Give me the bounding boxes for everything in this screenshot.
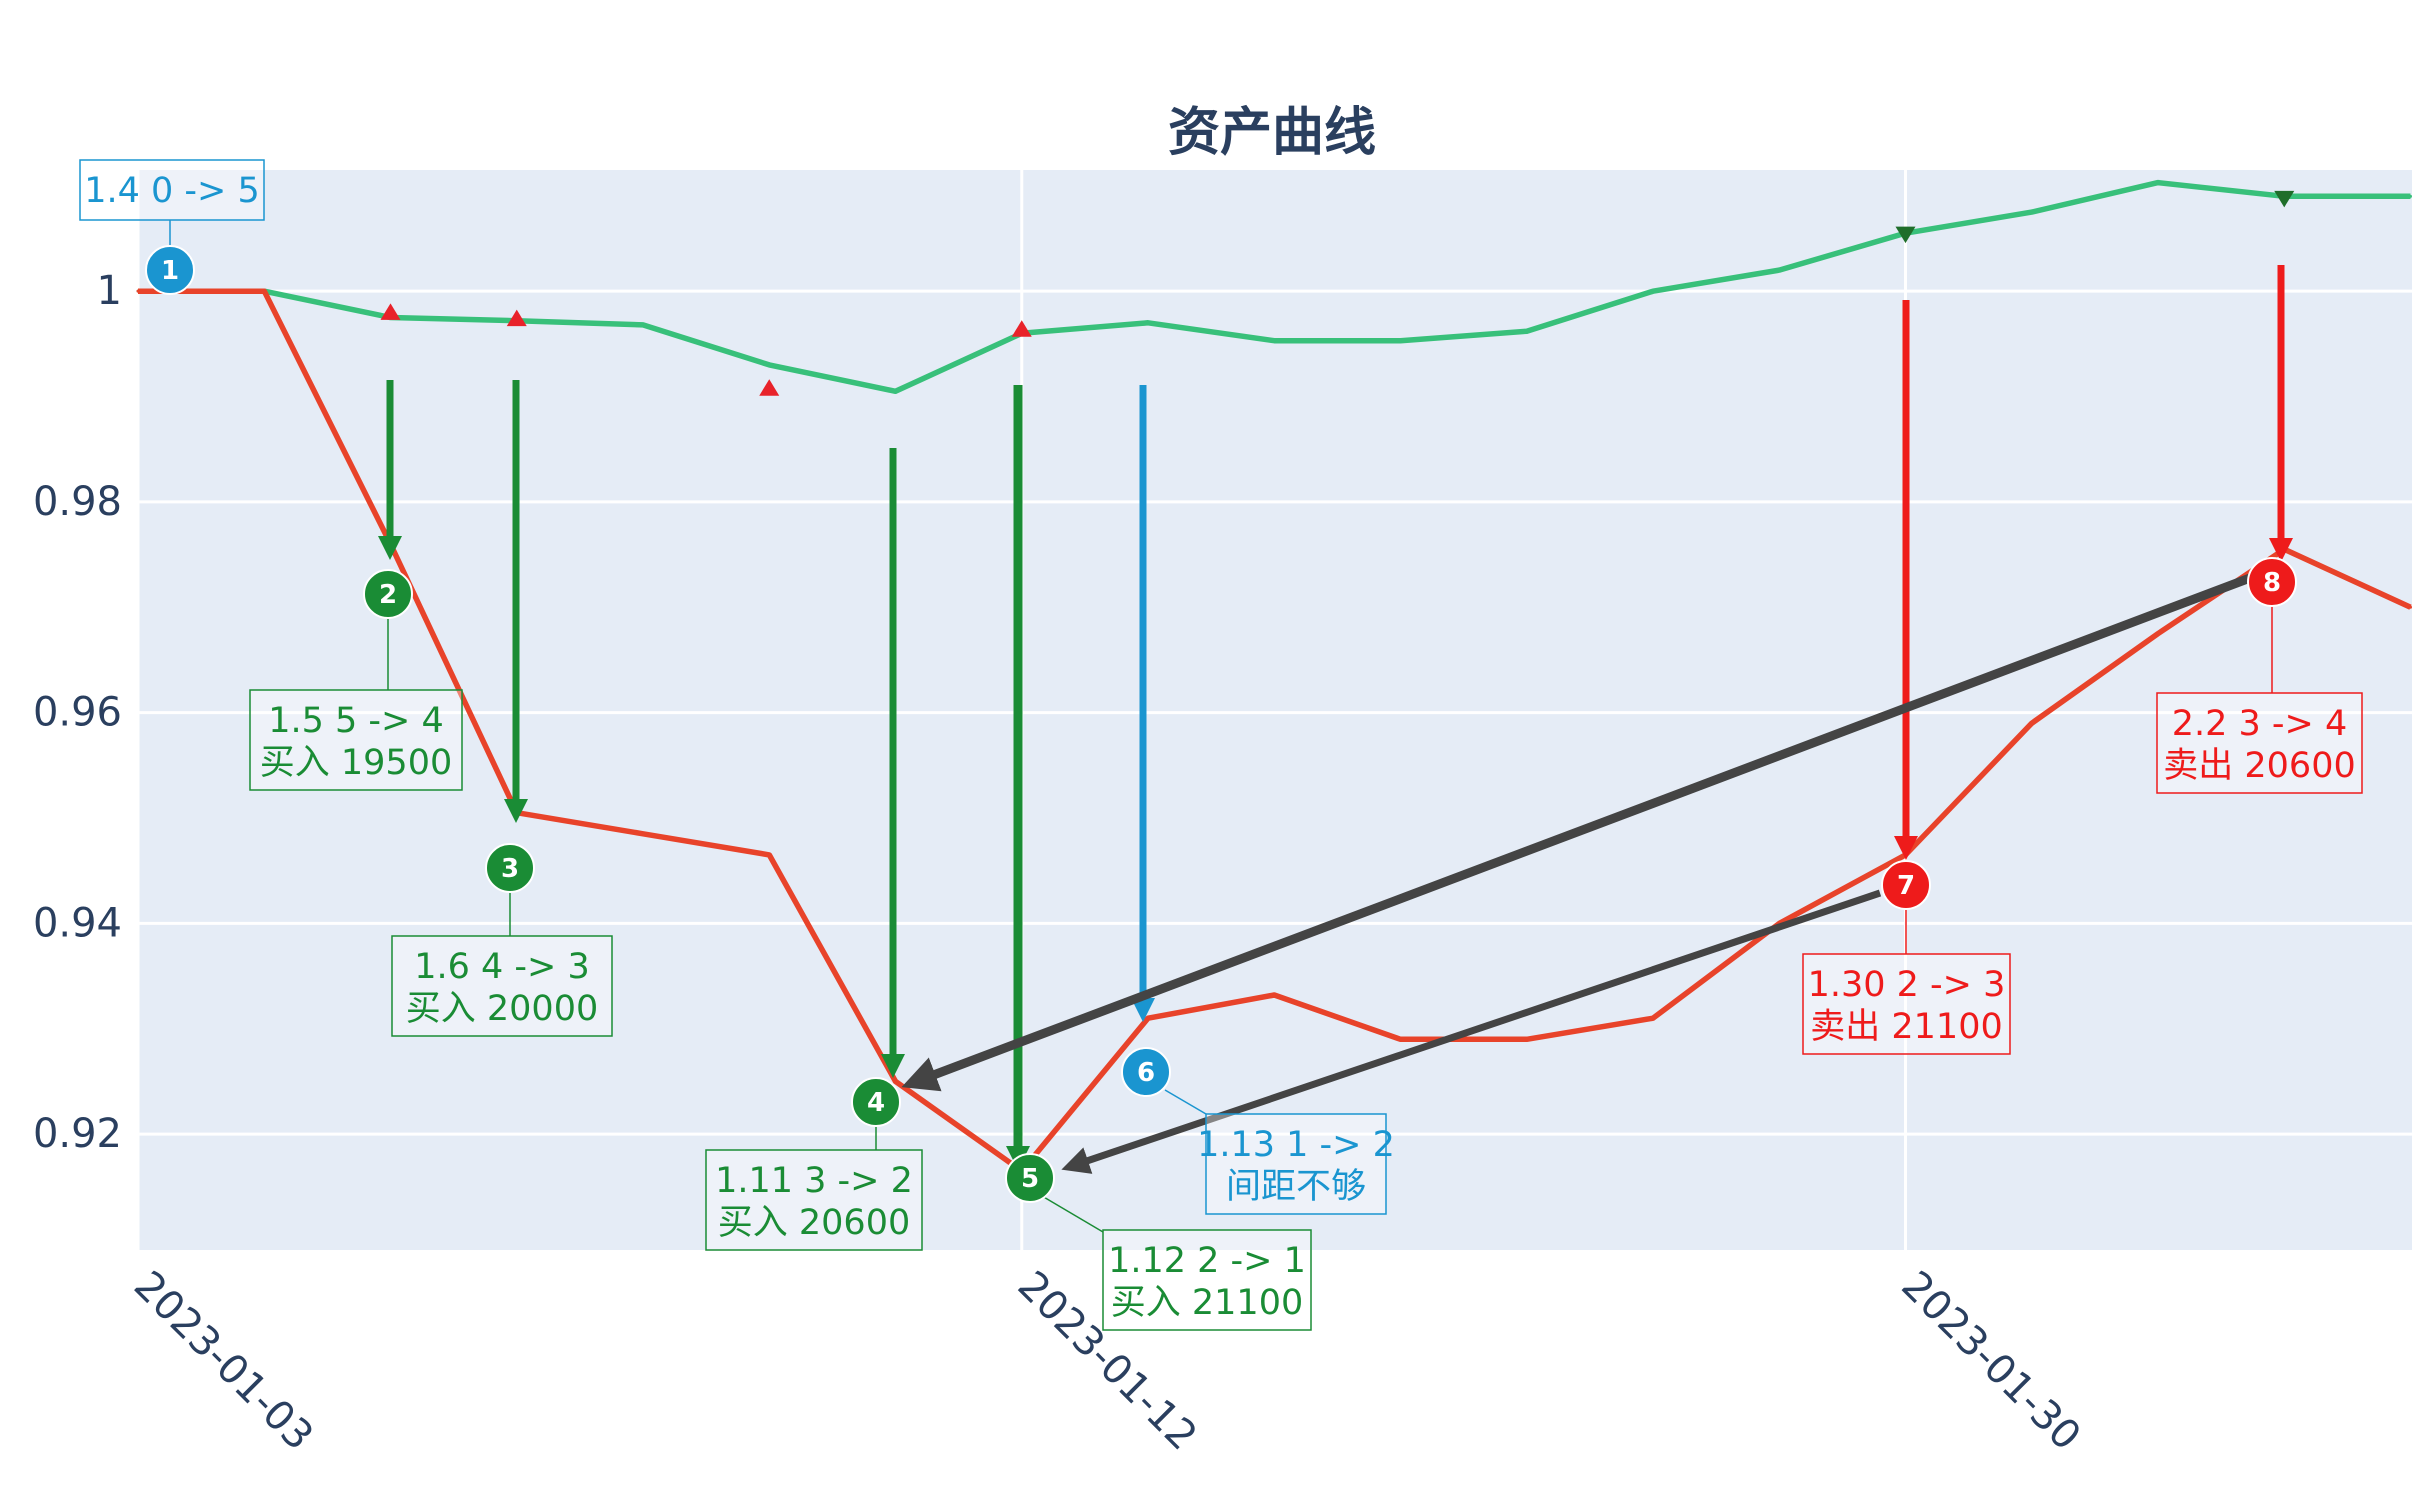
y-tick-label: 0.98 (33, 479, 122, 525)
data-point (894, 1079, 897, 1083)
annotation-number: 5 (1021, 1164, 1039, 1194)
annotation-text: 1.6 4 -> 3 (414, 947, 590, 987)
annotation-down-arrow (504, 380, 528, 823)
annotation-bubble (363, 569, 413, 619)
data-point (1272, 993, 1276, 997)
x-tick-label: 2023-01-30 (1892, 1263, 2089, 1460)
sell-marker (2274, 190, 2295, 208)
annotation-text: 间距不够 (1226, 1167, 1366, 1207)
data-point (641, 832, 645, 836)
link-arrow-8-to-4 (901, 573, 2252, 1092)
annotation-number: 4 (867, 1088, 885, 1118)
annotation-connector (1164, 1089, 1207, 1115)
plot-area (138, 170, 2412, 1250)
y-tick-label: 0.92 (33, 1111, 122, 1157)
annotation-down-arrow (1131, 385, 1155, 1022)
annotation-text: 买入 21100 (1111, 1283, 1303, 1323)
annotation-box (2156, 692, 2363, 794)
annotation-box (249, 689, 463, 791)
data-point (2156, 181, 2160, 185)
annotation-number: 6 (1137, 1058, 1155, 1088)
annotation-text: 卖出 20600 (2163, 746, 2355, 786)
annotation-box (1802, 953, 2011, 1055)
y-tick-label: 0.96 (33, 690, 122, 736)
annotation-box (705, 1149, 923, 1251)
annotation-number: 7 (1897, 871, 1915, 901)
annotation-bubble (1881, 860, 1931, 910)
data-point (1651, 289, 1655, 293)
data-point (1399, 1037, 1402, 1041)
annotation-number: 2 (379, 580, 397, 610)
buy-marker (380, 303, 401, 320)
annotation-text: 卖出 21100 (1810, 1007, 2002, 1047)
annotation-text: 2.2 3 -> 4 (2172, 704, 2348, 744)
data-point (1777, 268, 1781, 272)
annotation-text: 买入 20600 (718, 1203, 910, 1243)
annotation-overlay: 1.4 0 -> 5 1 1.5 5 -> 4买入 19500 2 1.6 4 -> 3… (79, 159, 2363, 1331)
data-point (136, 289, 140, 293)
buy-marker (1011, 320, 1032, 337)
annotation-box (1102, 1229, 1312, 1331)
annotation-text: 1.4 0 -> 5 (84, 171, 260, 211)
annotation-bubble (2247, 557, 2297, 607)
annotation-text: 买入 20000 (406, 989, 598, 1029)
x-tick-label: 2023-01-03 (125, 1263, 322, 1460)
data-point (1525, 1037, 1529, 1041)
annotation-number: 8 (2263, 568, 2281, 598)
data-point (2409, 605, 2412, 609)
data-point (767, 363, 771, 367)
chart-title: 资产曲线 (1168, 103, 1376, 163)
annotation-down-arrow (2269, 265, 2293, 562)
annotation-text: 1.30 2 -> 3 (1808, 965, 2006, 1005)
y-tick-label: 1 (97, 268, 122, 314)
data-point (1146, 1016, 1150, 1020)
data-point (2030, 210, 2034, 214)
annotation-down-arrow (1006, 385, 1030, 1170)
annotation-bubble (485, 843, 535, 893)
data-point (2030, 721, 2034, 725)
sell-marker (1895, 226, 1916, 244)
annotation-text: 1.5 5 -> 4 (268, 701, 444, 741)
annotation-box (391, 935, 613, 1037)
trade-markers (380, 190, 2295, 396)
annotation-bubble (851, 1077, 901, 1127)
data-point (1146, 321, 1150, 325)
data-point (894, 389, 897, 393)
annotation-down-arrow (881, 448, 905, 1078)
annotation-down-arrow (378, 380, 402, 560)
annotation-text: 1.12 2 -> 1 (1108, 1241, 1306, 1281)
data-point (2156, 632, 2160, 636)
data-point (262, 289, 266, 293)
annotation-text: 买入 19500 (260, 743, 452, 783)
annotation-bubble (1121, 1047, 1171, 1097)
data-point (1399, 339, 1402, 343)
annotation-number: 3 (501, 854, 519, 884)
annotation-box (79, 159, 265, 221)
y-tick-label: 0.94 (33, 900, 122, 946)
y-axis-ticks: 0.92 0.94 0.96 0.98 1 (33, 268, 122, 1157)
data-point (2409, 194, 2412, 198)
data-point (1651, 1016, 1655, 1020)
annotation-text: 1.11 3 -> 2 (715, 1161, 913, 1201)
data-point (641, 323, 645, 327)
data-point (767, 853, 771, 857)
data-point (1525, 329, 1529, 333)
annotation-box (1205, 1113, 1387, 1215)
buy-marker (506, 309, 527, 327)
annotation-bubble (1005, 1153, 1055, 1203)
annotation-number: 1 (161, 256, 179, 286)
buy-marker (759, 379, 780, 396)
data-point (1272, 339, 1276, 343)
annotation-down-arrow (1894, 300, 1918, 860)
annotation-bubble (145, 245, 195, 295)
annotation-connector (1041, 1195, 1104, 1233)
annotation-text: 1.13 1 -> 2 (1197, 1125, 1395, 1165)
